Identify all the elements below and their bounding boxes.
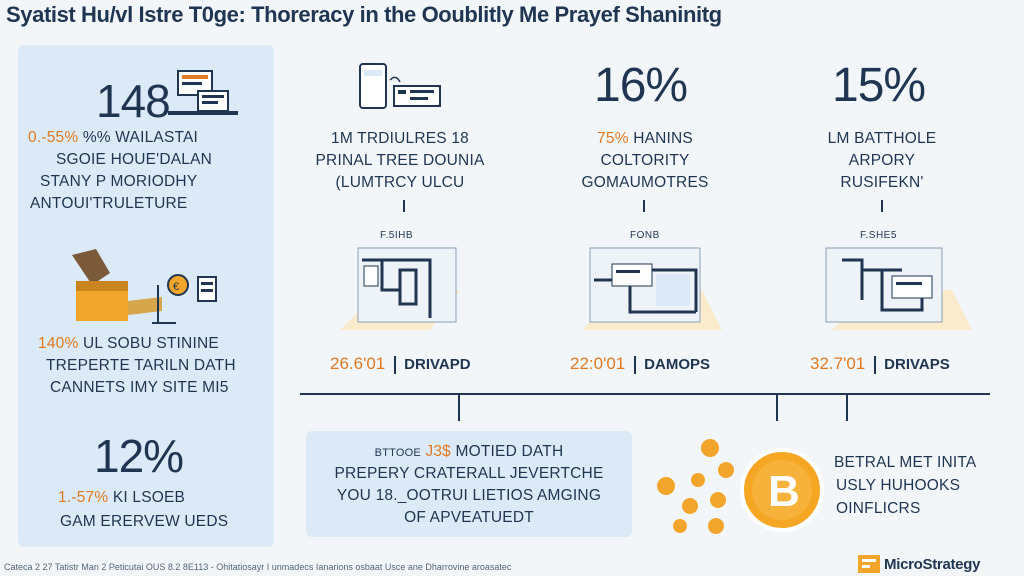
block1-highlight: 0.-55%: [28, 129, 79, 146]
timeline-tick-2: [776, 393, 778, 421]
callout-line-2: PREPERY CRATERALL JEVERTCHE: [334, 465, 604, 482]
col2-line-3: GOMAUMOTRES: [581, 174, 709, 191]
stat-148: 148: [96, 75, 171, 127]
block2-line-3: CANNETS IMY SITE MI5: [50, 379, 229, 396]
block3-line-2: GAM ERERVEW UEDS: [60, 513, 229, 530]
col3-line-2: ARPORY: [848, 152, 916, 169]
document-stack-icon: [168, 70, 238, 115]
stat-12-percent: 12%: [94, 430, 184, 482]
col1-stat-tag: DRIVAPD: [404, 356, 471, 373]
bitcoin-coins-icon: B: [657, 439, 824, 534]
footer-note: Cateca 2 27 Tatistr Man 2 Peticutai OUS …: [4, 562, 512, 572]
timeline-tick-1: [458, 393, 460, 421]
svg-text:€: €: [173, 281, 179, 293]
brand-logo: MicroStrategy: [858, 553, 1018, 575]
block1-line-2: SGOIE HOUE'DALAN: [56, 151, 213, 168]
block1-line-4: ANTOUI'TRULETURE: [30, 195, 188, 212]
callout-line-1: BTTOOE J3$ MOTIED DATH: [374, 443, 564, 460]
col1-stat-value: 26.6'01: [330, 354, 386, 373]
col2-line-2: COLTORITY: [600, 152, 690, 169]
callout-highlight: J3$: [425, 443, 451, 460]
col1-line-2: PRINAL TREE DOUNIA: [315, 152, 485, 169]
coins-line-2: USLY HUHOOKS: [836, 477, 961, 494]
col3-floorplan-icon: [825, 247, 972, 330]
col3-line-1: LM BATTHOLE: [827, 130, 937, 147]
col1-small-label: F.5IHB: [380, 230, 414, 241]
svg-text:B: B: [768, 467, 800, 516]
microstrategy-logo-icon: [858, 555, 880, 573]
investor-illustration-icon: €: [72, 249, 217, 324]
callout-box: BTTOOE J3$ MOTIED DATH PREPERY CRATERALL…: [306, 431, 632, 537]
block2-line-2: TREPERTE TARILN DATH: [46, 357, 236, 374]
page-title: Syatist Hu/vl Istre T0ge: Thoreracy in t…: [6, 2, 722, 27]
brand-name: MicroStrategy: [884, 555, 981, 573]
col2-highlight: 75%: [597, 130, 629, 147]
phone-chart-icon: [359, 63, 441, 109]
col3-stat: 32.7'01 DRIVAPS: [810, 354, 950, 374]
callout-line-3: YOU 18._OOTRUI LIETIOS AMGING: [336, 487, 602, 504]
col3-stat-value: 32.7'01: [810, 354, 866, 373]
col1-line-3: (LUMTRCY ULCU: [335, 174, 465, 191]
block1-line-3: STANY P MORIODHY: [40, 173, 198, 190]
col1-stat: 26.6'01 DRIVAPD: [330, 354, 471, 374]
col2-stat: 22:0'01 DAMOPS: [570, 354, 710, 374]
col2-tick: [643, 200, 645, 212]
col1-tick: [403, 200, 405, 212]
col3-small-label: F.SHE5: [860, 230, 897, 241]
stat-15-percent: 15%: [832, 59, 926, 112]
col3-tick: [881, 200, 883, 212]
col1-line-1: 1M TRDIULRES 18: [331, 130, 469, 147]
block2-highlight: 140%: [38, 335, 79, 352]
col2-stat-tag: DAMOPS: [644, 356, 710, 373]
block1-line-1: 0.-55% %% WAILASTAI: [28, 129, 199, 146]
block2-line-1: 140% UL SOBU STININE: [38, 335, 219, 352]
col3-stat-tag: DRIVAPS: [884, 356, 950, 373]
block3-line-1: 1.-57% KI LSOEB: [58, 489, 186, 506]
col1-floorplan-icon: [340, 247, 460, 330]
col2-stat-value: 22:0'01: [570, 354, 626, 373]
callout-line-4: OF APVEATUEDT: [404, 509, 534, 526]
coins-line-1: BETRAL MET INITA: [834, 454, 977, 471]
block3-highlight: 1.-57%: [58, 489, 109, 506]
col2-small-label: FONB: [630, 230, 660, 241]
timeline-line: [300, 393, 990, 395]
left-panel: 148 0.-55% %% WAILASTAI SGOIE HOUE'DALAN…: [18, 45, 274, 547]
col2-line-1: 75% HANINS: [597, 130, 693, 147]
timeline-tick-3: [846, 393, 848, 421]
col2-floorplan-icon: [582, 247, 722, 330]
stat-16-percent: 16%: [594, 59, 688, 112]
col3-line-3: RUSIFEKN': [840, 174, 924, 191]
coins-line-3: OINFLICRS: [836, 500, 921, 517]
